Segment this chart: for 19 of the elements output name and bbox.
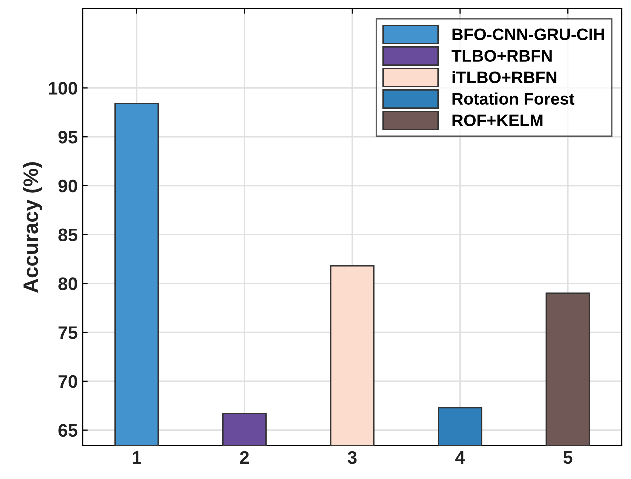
x-tick-label: 5 bbox=[564, 452, 573, 464]
y-tick-label: 75 bbox=[58, 326, 78, 340]
legend-label: TLBO+RBFN bbox=[452, 50, 552, 62]
x-tick-label: 4 bbox=[456, 452, 466, 464]
legend-label: ROF+KELM bbox=[452, 114, 543, 126]
x-tick-label: 2 bbox=[240, 451, 249, 464]
x-tick-label: 3 bbox=[348, 451, 357, 464]
y-tick-label: 95 bbox=[58, 131, 78, 144]
y-tick-label: 100 bbox=[49, 82, 78, 95]
y-tick-label: 70 bbox=[58, 375, 78, 388]
y-axis-title: Accuracy (%) bbox=[23, 162, 42, 293]
y-tick-label: 80 bbox=[58, 278, 78, 290]
y-tick-label: 90 bbox=[58, 180, 78, 193]
x-tick-label: 1 bbox=[133, 452, 142, 464]
legend-label: Rotation Forest bbox=[452, 92, 575, 105]
y-tick-label: 65 bbox=[58, 424, 78, 438]
legend-label: iTLBO+RBFN bbox=[452, 71, 557, 84]
y-tick-label: 85 bbox=[58, 228, 78, 242]
legend-label: BFO-CNN-GRU-CIH bbox=[452, 28, 604, 40]
